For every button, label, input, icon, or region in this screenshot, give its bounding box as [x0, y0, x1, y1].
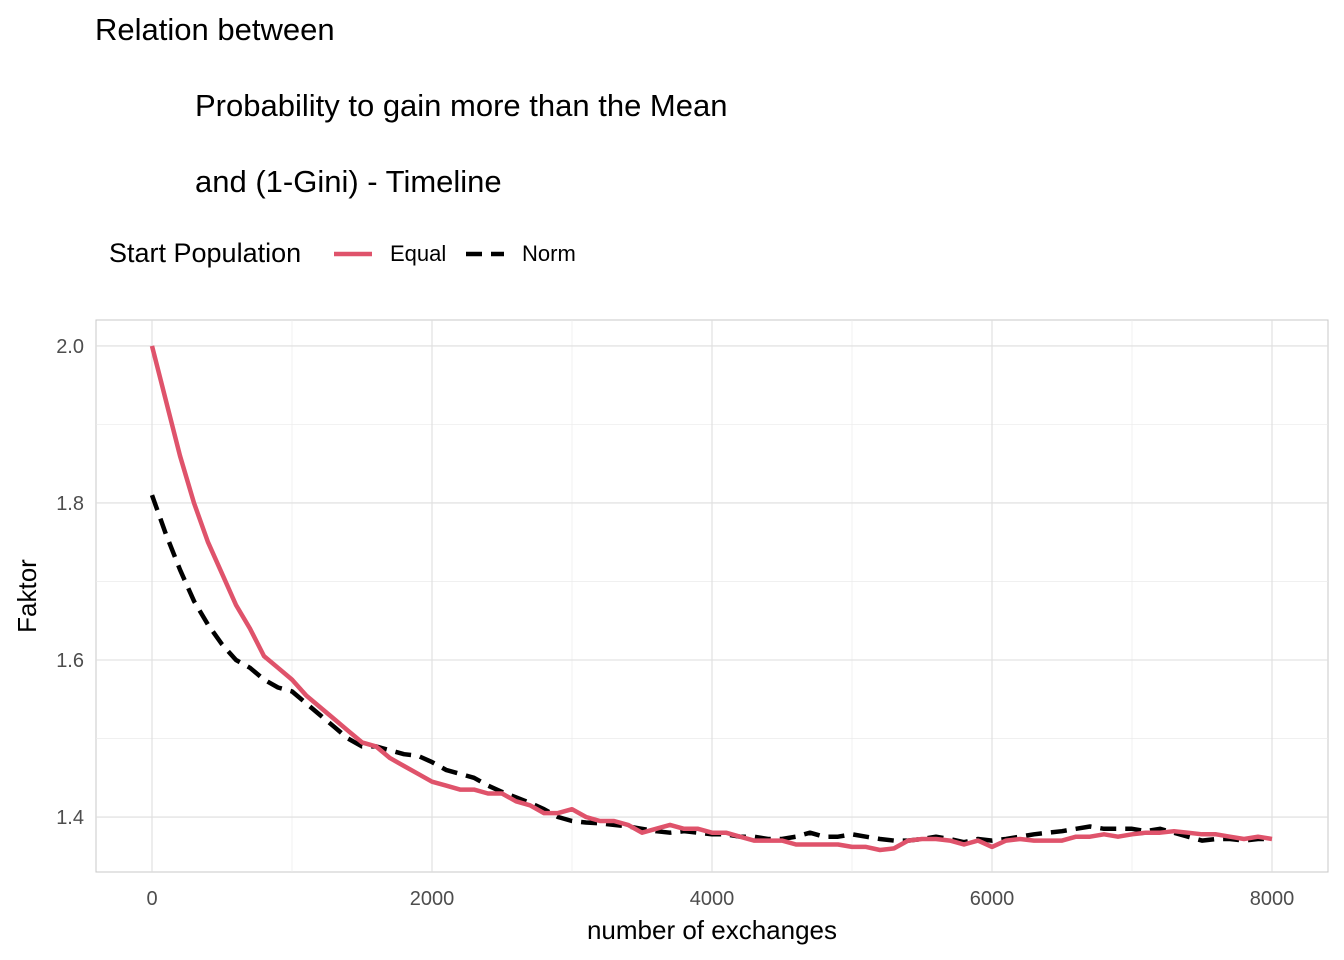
y-tick-label: 1.4 — [56, 807, 84, 829]
legend-label-equal: Equal — [390, 241, 447, 266]
x-tick-label: 0 — [146, 888, 157, 910]
chart-title-line-3: and (1-Gini) - Timeline — [195, 164, 502, 199]
x-axis-title: number of exchanges — [587, 915, 837, 945]
x-tick-label: 2000 — [410, 888, 455, 910]
x-tick-label: 4000 — [690, 888, 735, 910]
legend-label-norm: Norm — [522, 241, 576, 266]
y-axis-title: Faktor — [12, 559, 42, 633]
chart-title-line-2: Probability to gain more than the Mean — [195, 88, 728, 123]
x-tick-label: 8000 — [1250, 888, 1295, 910]
y-tick-label: 2.0 — [56, 336, 84, 358]
y-tick-label: 1.6 — [56, 650, 84, 672]
y-tick-label: 1.8 — [56, 493, 84, 515]
tick-layer: 0 2000 4000 6000 8000 1.4 1.6 1.8 2.0 — [56, 336, 1294, 910]
chart-title-line-1: Relation between — [95, 12, 335, 47]
series-line-equal — [149, 345, 1273, 853]
legend-title: Start Population — [109, 238, 302, 268]
series-layer — [149, 345, 1273, 853]
x-tick-label: 6000 — [970, 888, 1015, 910]
